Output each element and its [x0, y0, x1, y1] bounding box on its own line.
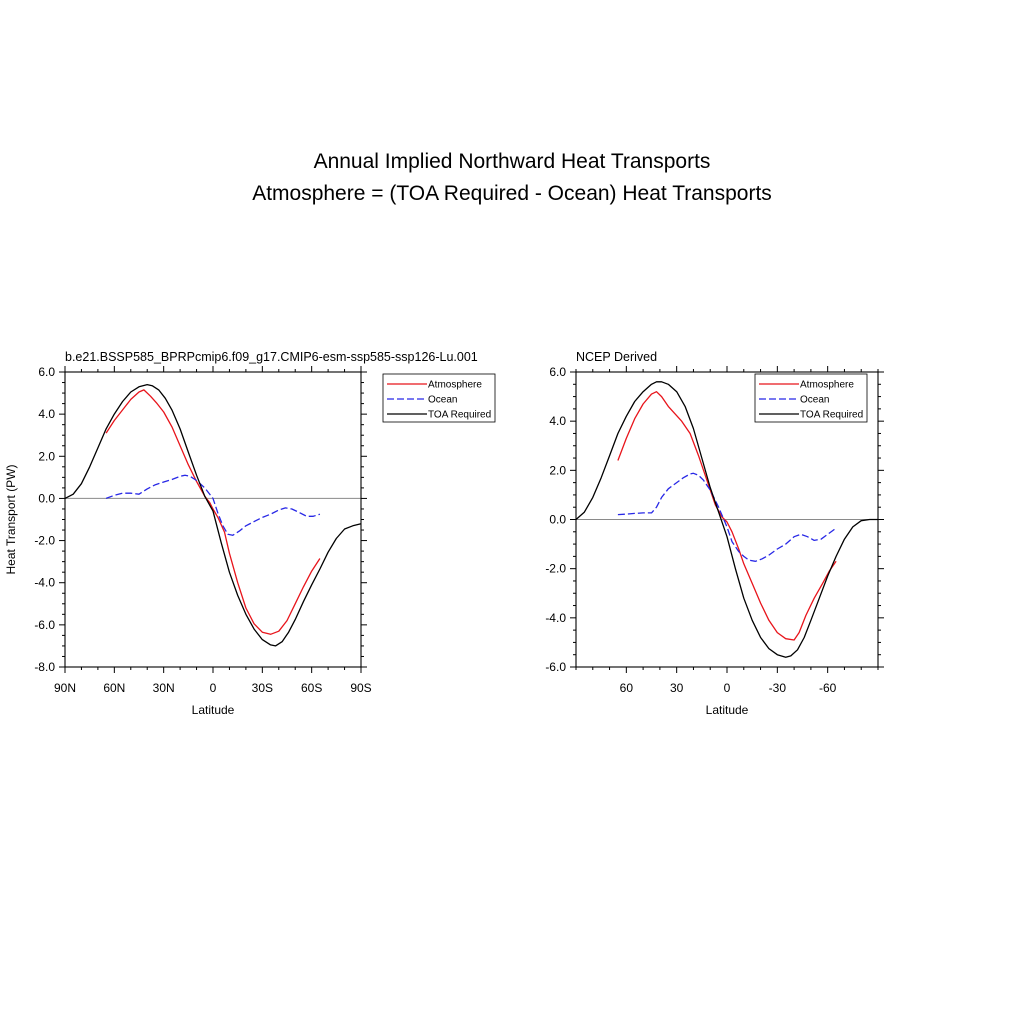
legend-label: TOA Required: [428, 410, 491, 421]
y-tick-label: -2.0: [545, 562, 566, 576]
legend-label: Atmosphere: [800, 380, 854, 391]
x-axis-label: Latitude: [706, 703, 749, 717]
y-tick-label: 0.0: [38, 491, 55, 505]
figure-title: Annual Implied Northward Heat Transports…: [0, 146, 1024, 210]
legend: Atmosphere Ocean TOA Required: [754, 373, 868, 423]
y-tick-label: 2.0: [549, 463, 566, 477]
x-tick-label: -30: [769, 681, 787, 695]
x-tick-label: 0: [210, 681, 217, 695]
legend-label: Atmosphere: [428, 380, 482, 391]
x-tick-label: 30N: [153, 681, 175, 695]
x-tick-label: 60S: [301, 681, 322, 695]
y-tick-label: 0.0: [549, 513, 566, 527]
y-tick-label: 6.0: [549, 365, 566, 379]
y-tick-label: -8.0: [34, 660, 55, 674]
y-tick-label: -2.0: [34, 534, 55, 548]
x-tick-label: 60: [620, 681, 634, 695]
x-tick-label: 0: [724, 681, 731, 695]
plot-frame: [64, 371, 362, 668]
x-tick-label: -60: [819, 681, 837, 695]
y-tick-label: -4.0: [545, 611, 566, 625]
series-line-ocean: [617, 472, 837, 562]
y-axis-label: Heat Transport (PW): [4, 464, 18, 574]
series-line-atmosphere: [105, 389, 321, 635]
x-tick-label: 60N: [103, 681, 125, 695]
y-tick-label: -6.0: [34, 618, 55, 632]
model-heat-transport-chart: 90N 60N 30N 0 30S 60S 90S 6.0 4.0 2.0 0.0 -2.0 -4.0 -…: [4, 350, 496, 717]
x-tick-label: 90S: [350, 681, 371, 695]
y-tick-label: 2.0: [38, 449, 55, 463]
ncep-heat-transport-chart: 60 30 0 -30 -60 6.0 4.0 2.0 0.0 -2.0 -4.0 -6.0 NCEP …: [545, 350, 884, 717]
x-tick-label: 30S: [252, 681, 273, 695]
series-line-toa-required: [575, 381, 878, 658]
x-tick-label: 30: [670, 681, 684, 695]
legend: Atmosphere Ocean TOA Required: [382, 373, 496, 423]
y-tick-label: 6.0: [38, 365, 55, 379]
series-line-toa-required: [64, 383, 362, 647]
legend-label: Ocean: [428, 395, 457, 406]
x-tick-label: 90N: [54, 681, 76, 695]
y-tick-label: -6.0: [545, 660, 566, 674]
x-axis-label: Latitude: [192, 703, 235, 717]
legend-label: Ocean: [800, 395, 829, 406]
panel-title: NCEP Derived: [576, 350, 657, 364]
legend-label: TOA Required: [800, 410, 863, 421]
figure-title-line-2: Atmosphere = (TOA Required - Ocean) Heat…: [252, 182, 772, 205]
series-line-ocean: [105, 474, 321, 536]
y-tick-label: -4.0: [34, 576, 55, 590]
figure-title-line-1: Annual Implied Northward Heat Transports: [313, 150, 711, 173]
y-tick-label: 4.0: [38, 407, 55, 421]
panel-title: b.e21.BSSP585_BPRPcmip6.f09_g17.CMIP6-es…: [65, 350, 478, 364]
series-line-atmosphere: [617, 391, 837, 641]
y-tick-label: 4.0: [549, 414, 566, 428]
